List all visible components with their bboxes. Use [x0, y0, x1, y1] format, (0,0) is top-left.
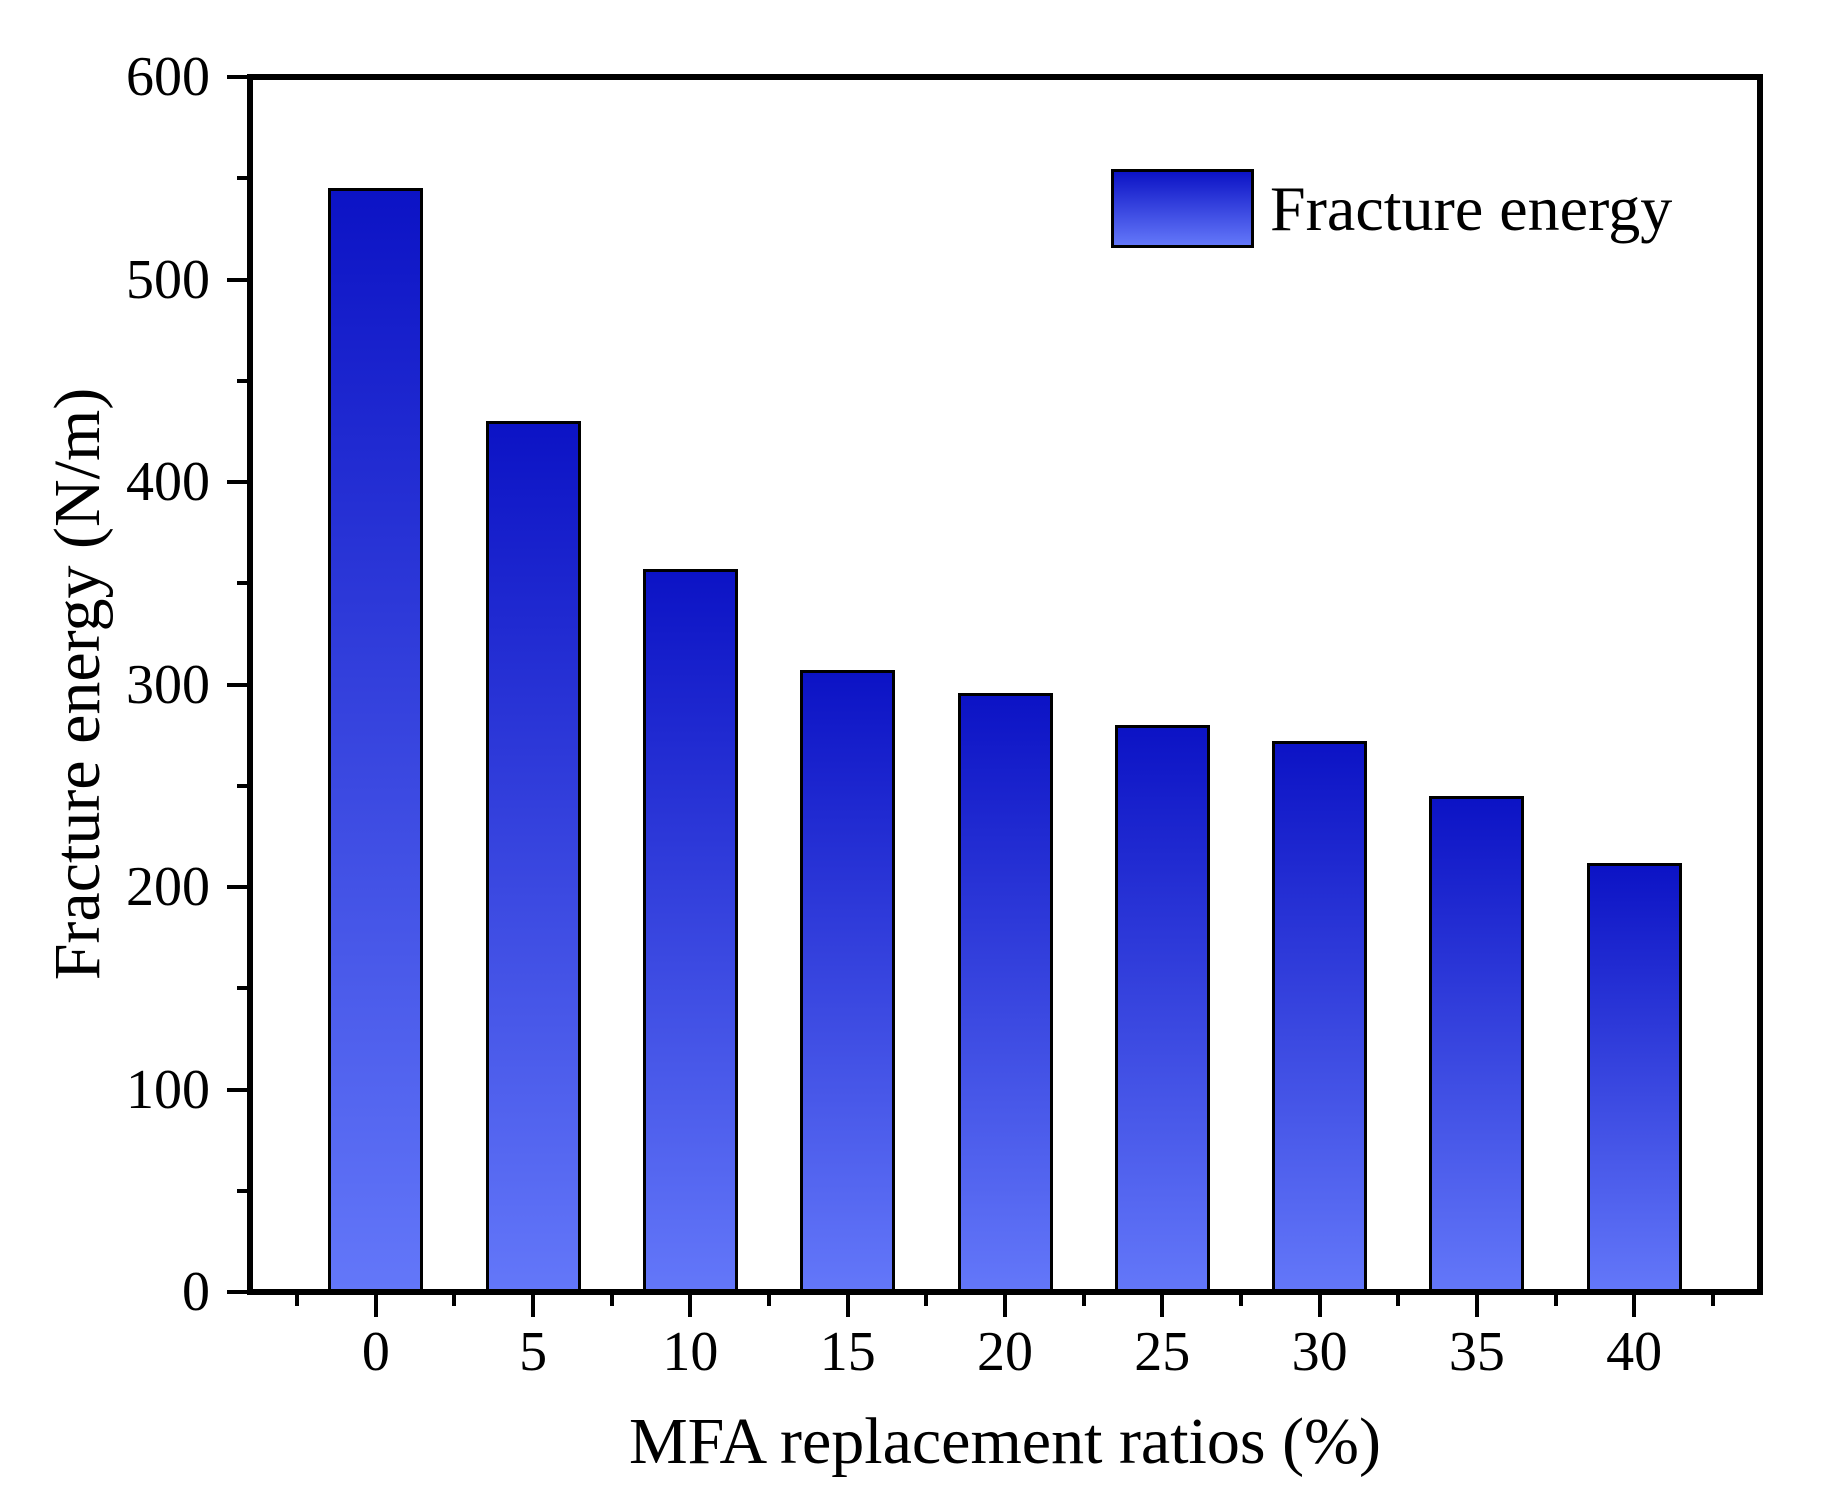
plot-area: 0 100 200 300 400 500 600 0 5 10 15 20 25 30 35 40 [126, 49, 1763, 1382]
x-minor-tick [295, 1295, 300, 1306]
y-major-tick [227, 885, 247, 889]
y-tick-label: 300 [126, 653, 210, 716]
bar-40 [1586, 862, 1682, 1292]
bar-0 [328, 188, 424, 1292]
legend-swatch [1111, 169, 1254, 248]
y-tick-label: 100 [126, 1058, 210, 1121]
x-major-tick [1632, 1295, 1637, 1317]
x-axis-title: MFA replacement ratios (%) [628, 1405, 1382, 1478]
y-tick-label: 500 [126, 248, 210, 311]
y-major-tick [227, 1087, 247, 1092]
y-minor-tick [237, 176, 247, 181]
y-minor-tick [237, 986, 247, 991]
bar-30 [1272, 741, 1368, 1292]
x-major-tick [373, 1295, 378, 1317]
x-major-tick [531, 1295, 536, 1317]
y-tick-label: 400 [126, 451, 210, 513]
bar-15 [800, 670, 896, 1292]
y-major-tick [227, 682, 247, 687]
x-major-tick [845, 1295, 850, 1317]
y-minor-tick [237, 378, 247, 383]
y-major-tick [227, 277, 247, 282]
x-major-tick [1317, 1295, 1322, 1317]
y-axis-title: Fracture energy (N/m) [41, 387, 114, 981]
x-tick-label: 0 [361, 1321, 390, 1383]
x-minor-tick [1081, 1295, 1086, 1306]
x-minor-tick [609, 1295, 614, 1306]
x-major-tick [688, 1295, 693, 1317]
x-tick-label: 10 [662, 1321, 719, 1383]
x-minor-tick [767, 1295, 772, 1306]
y-major-tick [227, 480, 247, 484]
x-tick-label: 5 [519, 1321, 548, 1383]
x-minor-tick [452, 1295, 457, 1306]
y-tick-label: 0 [182, 1261, 210, 1323]
legend: Fracture energy [1111, 169, 1672, 248]
bar-10 [642, 569, 738, 1292]
y-major-tick [227, 75, 247, 79]
bar-20 [957, 692, 1053, 1292]
x-minor-tick [1553, 1295, 1558, 1306]
x-tick-label: 40 [1606, 1321, 1663, 1383]
x-tick-label: 30 [1291, 1321, 1348, 1383]
y-tick-label: 200 [126, 856, 210, 918]
x-major-tick [1160, 1295, 1165, 1317]
bar-25 [1114, 725, 1210, 1292]
y-minor-tick [237, 783, 247, 788]
x-major-tick [1003, 1295, 1007, 1317]
bar-5 [485, 421, 581, 1292]
y-minor-tick [237, 1188, 247, 1193]
y-major-tick [227, 1290, 247, 1294]
bar-35 [1429, 795, 1525, 1292]
x-tick-label: 35 [1448, 1321, 1505, 1383]
x-minor-tick [1710, 1295, 1715, 1306]
x-major-tick [1474, 1295, 1479, 1317]
x-minor-tick [924, 1295, 929, 1306]
y-tick-label: 600 [126, 46, 210, 108]
legend-label: Fracture energy [1270, 173, 1673, 244]
x-tick-label: 25 [1134, 1321, 1191, 1383]
x-tick-label: 20 [977, 1321, 1033, 1383]
x-minor-tick [1238, 1295, 1243, 1306]
x-tick-label: 15 [819, 1321, 876, 1383]
y-minor-tick [237, 581, 247, 586]
x-minor-tick [1396, 1295, 1401, 1306]
